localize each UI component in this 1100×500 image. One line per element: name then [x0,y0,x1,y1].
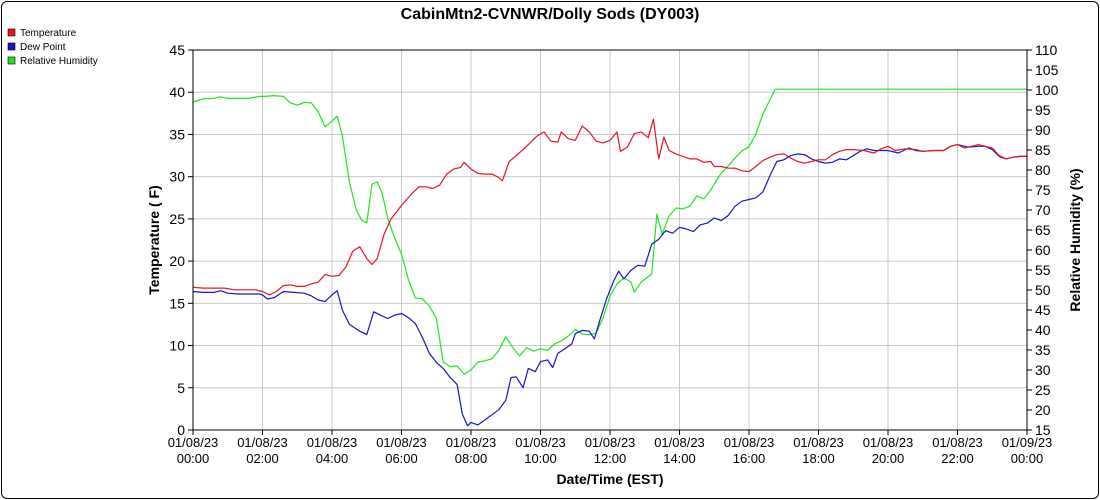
y-tick-label: 35 [169,126,185,142]
y2-tick-label: 35 [1035,342,1051,358]
x-tick-time: 14:00 [663,451,696,466]
x-tick-date: 01/08/23 [654,435,705,450]
legend-item-temperature: Temperature [7,28,77,39]
y2-tick-label: 15 [1035,422,1051,438]
y2-tick-label: 75 [1035,182,1051,198]
x-tick-time: 04:00 [316,451,349,466]
y2-axis-label: Relative Humidity (%) [1067,168,1083,311]
chart-title: CabinMtn2-CVNWR/Dolly Sods (DY003) [401,6,700,23]
legend-label: Dew Point [20,42,66,53]
x-tick-date: 01/08/23 [237,435,288,450]
series-line-relative-humidity [192,88,1027,375]
series-line-temperature [192,118,1027,296]
y-tick-label: 10 [169,338,185,354]
x-tick-date: 01/08/23 [585,435,636,450]
y2-tick-label: 90 [1035,122,1051,138]
x-tick-time: 20:00 [872,451,905,466]
x-tick-date: 01/08/23 [446,435,497,450]
y-tick-label: 0 [177,422,185,438]
y2-tick-label: 80 [1035,162,1051,178]
y2-tick-label: 40 [1035,322,1051,338]
series-line-dew-point [192,144,1027,427]
y-tick-label: 40 [169,84,185,100]
x-tick-time: 02:00 [246,451,279,466]
x-tick-time: 08:00 [455,451,488,466]
y2-tick-label: 30 [1035,362,1051,378]
x-tick-date: 01/08/23 [376,435,427,450]
series-layer [192,88,1027,427]
y-axis-left: 0 5 10 15 20 25 30 35 40 45 [169,42,193,438]
y2-tick-label: 60 [1035,242,1051,258]
x-tick-time: 10:00 [524,451,557,466]
x-tick-date: 01/08/23 [307,435,358,450]
legend-item-dew-point: Dew Point [7,42,66,53]
y-tick-label: 5 [177,380,185,396]
legend-label: Relative Humidity [20,56,98,67]
x-tick-time: 00:00 [177,451,210,466]
y2-tick-label: 45 [1035,302,1051,318]
legend-label: Temperature [20,28,77,39]
y2-tick-label: 50 [1035,282,1051,298]
y2-tick-label: 25 [1035,382,1051,398]
x-tick-date: 01/08/23 [932,435,983,450]
y2-tick-label: 100 [1035,82,1059,98]
x-tick-date: 01/08/23 [793,435,844,450]
y2-tick-label: 20 [1035,402,1051,418]
x-tick-time: 06:00 [385,451,418,466]
legend-item-relative-humidity: Relative Humidity [7,56,98,67]
y2-tick-label: 110 [1035,42,1058,58]
y2-tick-label: 70 [1035,202,1051,218]
y-axis-label: Temperature ( F) [146,185,162,294]
x-tick-date: 01/08/23 [863,435,914,450]
y2-tick-label: 85 [1035,142,1051,158]
legend-swatch [7,42,16,51]
y2-tick-label: 65 [1035,222,1051,238]
x-tick-time: 12:00 [594,451,627,466]
x-axis-label: Date/Time (EST) [556,471,663,487]
legend: Temperature Dew Point Relative Humidity [7,28,98,67]
legend-swatch [7,28,16,37]
x-tick-date: 01/09/23 [1002,435,1053,450]
x-axis: 01/08/2300:0001/08/2302:0001/08/2304:000… [168,430,1053,466]
y-tick-label: 15 [169,295,185,311]
x-tick-time: 22:00 [941,451,974,466]
x-tick-date: 01/08/23 [724,435,775,450]
x-tick-date: 01/08/23 [168,435,219,450]
x-tick-time: 18:00 [802,451,835,466]
y2-tick-label: 95 [1035,102,1051,118]
y-tick-label: 20 [169,253,185,269]
x-tick-date: 01/08/23 [515,435,566,450]
y-tick-label: 30 [169,169,185,185]
y2-tick-label: 55 [1035,262,1051,278]
x-tick-time: 00:00 [1011,451,1044,466]
y-axis-right: 15 20 25 30 35 40 45 50 55 60 65 70 75 80 85 90 95 100 105… [1027,42,1059,438]
y2-tick-label: 105 [1035,62,1059,78]
y-tick-label: 45 [169,42,185,58]
legend-swatch [7,56,16,65]
y-tick-label: 25 [169,211,185,227]
x-tick-time: 16:00 [733,451,766,466]
